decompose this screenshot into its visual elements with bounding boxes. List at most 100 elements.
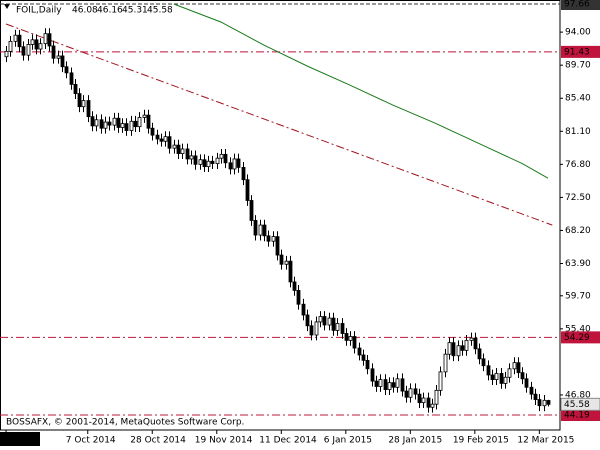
plot-area bbox=[0, 3, 560, 416]
candle-body bbox=[533, 393, 538, 400]
y-tick-label: 46.80 bbox=[565, 390, 591, 400]
candle-body bbox=[378, 379, 383, 387]
candle-body bbox=[271, 236, 276, 242]
level-label-bg bbox=[561, 0, 600, 10]
candle-body bbox=[56, 55, 61, 59]
candle-body bbox=[391, 382, 396, 388]
candle-body bbox=[460, 345, 465, 351]
candle-body bbox=[352, 336, 357, 349]
candle-body bbox=[210, 160, 215, 164]
candle-body bbox=[206, 160, 211, 168]
candle-body bbox=[69, 72, 74, 85]
symbol-label: FOIL,Daily bbox=[16, 6, 62, 16]
candle-body bbox=[451, 342, 456, 357]
candle-body bbox=[322, 316, 327, 326]
candle-body bbox=[38, 43, 43, 50]
candle-body bbox=[202, 159, 207, 168]
candle-body bbox=[443, 353, 448, 373]
candle-body bbox=[344, 333, 349, 341]
candle-body bbox=[520, 372, 525, 380]
candle-body bbox=[223, 153, 228, 164]
level-label: 44.19 bbox=[564, 411, 590, 421]
y-tick-label: 68.20 bbox=[565, 226, 591, 236]
candle-body bbox=[124, 123, 129, 131]
candle-body bbox=[112, 117, 117, 126]
candle-body bbox=[77, 93, 82, 108]
x-tick-label: 15 0:00 bbox=[2, 436, 37, 446]
candle-body bbox=[512, 362, 517, 370]
indicator-line bbox=[173, 3, 549, 179]
candle-body bbox=[296, 290, 301, 305]
candle-body bbox=[30, 39, 35, 45]
y-tick-label: 63.90 bbox=[565, 259, 591, 269]
x-tick-label: 6 Jan 2015 bbox=[324, 436, 372, 446]
candle-body bbox=[490, 374, 495, 380]
candle-body bbox=[34, 39, 39, 50]
candle-body bbox=[90, 116, 95, 127]
candle-body bbox=[51, 45, 56, 59]
candle-body bbox=[146, 114, 151, 129]
candle-body bbox=[395, 378, 400, 388]
candle-body bbox=[529, 386, 534, 395]
candle-body bbox=[103, 121, 108, 129]
x-tick-label: 28 Jan 2015 bbox=[388, 436, 442, 446]
x-cursor-label-bg bbox=[0, 432, 40, 446]
candle-body bbox=[305, 314, 310, 327]
candle-body bbox=[473, 337, 478, 350]
candle-body bbox=[335, 323, 340, 331]
y-tick-label: 72.50 bbox=[565, 193, 591, 203]
candle-body bbox=[275, 236, 280, 256]
candle-body bbox=[99, 119, 104, 129]
candle-body bbox=[21, 46, 26, 56]
indicator-line bbox=[5, 23, 553, 226]
y-tick-label: 55.40 bbox=[565, 324, 591, 334]
candle-body bbox=[120, 123, 125, 128]
candle-body bbox=[365, 359, 370, 370]
candle-body bbox=[499, 373, 504, 384]
candle-body bbox=[266, 235, 271, 242]
y-tick-label: 89.70 bbox=[565, 61, 591, 71]
candle-body bbox=[219, 153, 224, 159]
candle-body bbox=[370, 368, 375, 382]
candle-body bbox=[172, 144, 177, 149]
y-tick-label: 59.70 bbox=[565, 291, 591, 301]
y-tick-label: 94.00 bbox=[565, 28, 591, 38]
candle-body bbox=[486, 365, 491, 376]
candle-body bbox=[404, 390, 409, 398]
candle-body bbox=[241, 167, 246, 181]
candle-body bbox=[357, 347, 362, 356]
candle-body bbox=[408, 388, 413, 398]
x-tick-label: 12 Mar 2015 bbox=[517, 436, 574, 446]
candle-body bbox=[503, 376, 508, 384]
candle-body bbox=[374, 380, 379, 387]
candle-body bbox=[249, 200, 254, 221]
candle-body bbox=[155, 134, 160, 140]
candle-body bbox=[142, 114, 147, 118]
candle-body bbox=[94, 119, 99, 127]
candle-body bbox=[348, 336, 353, 341]
candle-body bbox=[318, 316, 323, 323]
candle-body bbox=[524, 378, 529, 388]
candle-body bbox=[137, 117, 142, 128]
candle-body bbox=[150, 127, 155, 136]
candle-body bbox=[292, 281, 297, 291]
candle-body bbox=[180, 148, 185, 154]
candle-body bbox=[507, 368, 512, 378]
candle-body bbox=[400, 378, 405, 392]
candle-body bbox=[447, 342, 452, 355]
candle-body bbox=[309, 325, 314, 336]
candle-body bbox=[189, 155, 194, 160]
candle-body bbox=[116, 117, 121, 128]
candle-body bbox=[17, 34, 22, 48]
candle-body bbox=[228, 162, 233, 170]
footer-text: BOSSAFX, © 2001-2014, MetaQuotes Softwar… bbox=[6, 418, 244, 428]
y-tick-label: 81.10 bbox=[565, 127, 591, 137]
candle-body bbox=[64, 66, 69, 74]
candle-body bbox=[26, 44, 31, 56]
x-tick-label: 19 Feb 2015 bbox=[453, 436, 509, 446]
arrow-icon bbox=[4, 4, 10, 9]
candle-body bbox=[542, 399, 547, 407]
candle-body bbox=[8, 40, 13, 52]
candle-body bbox=[86, 100, 91, 118]
